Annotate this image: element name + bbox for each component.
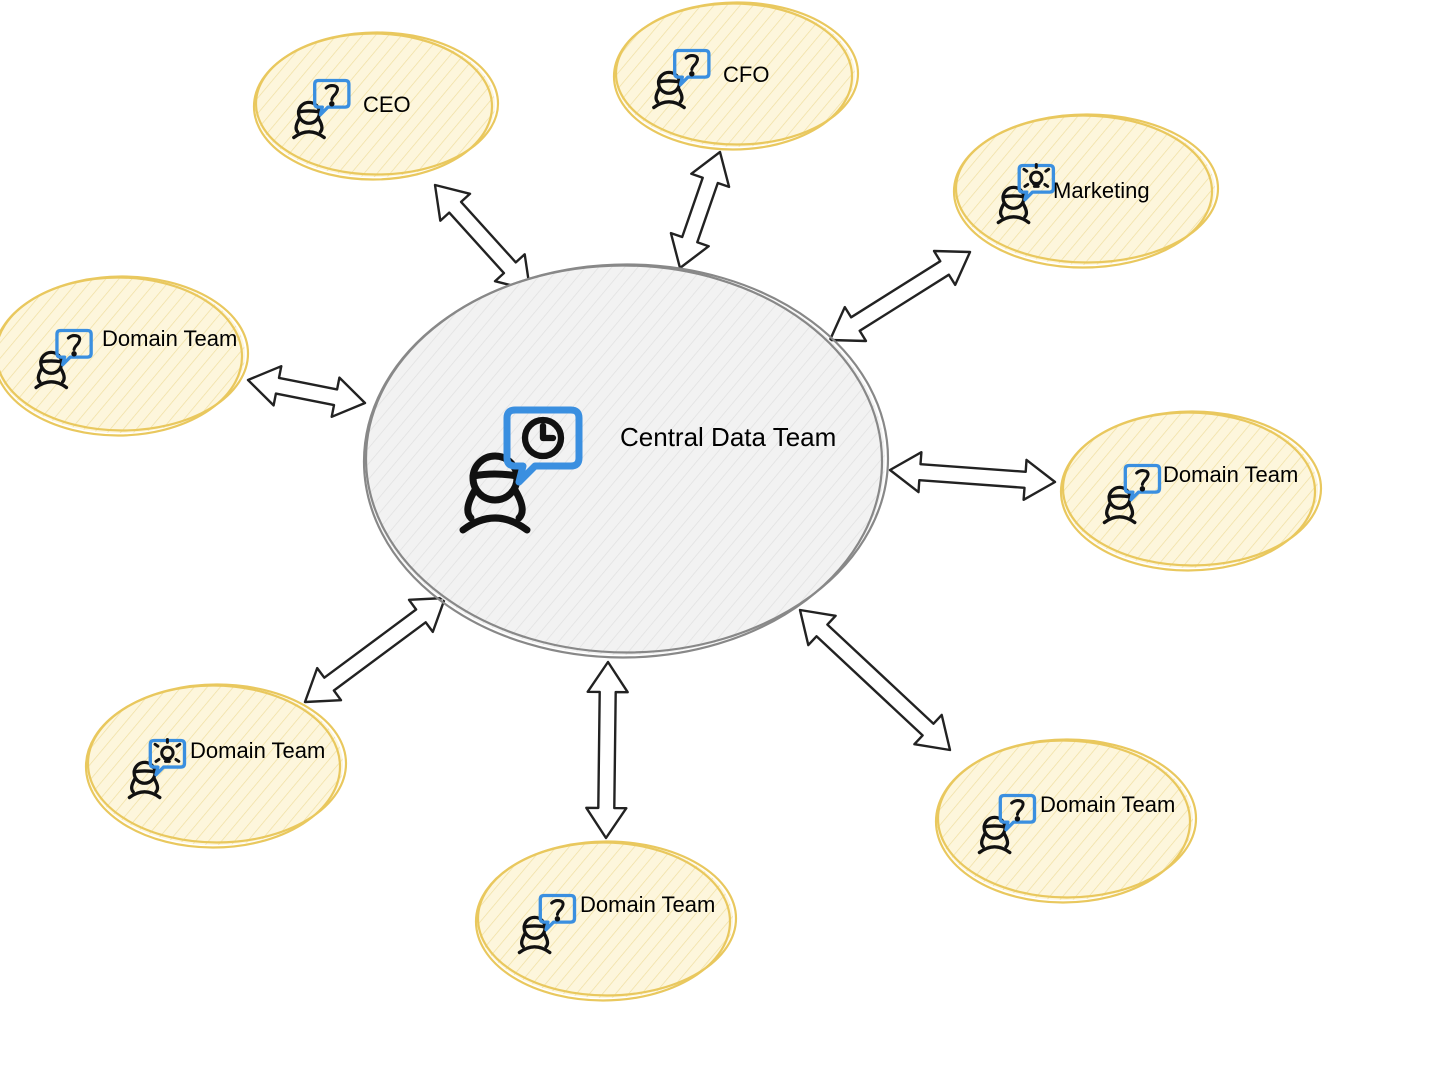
- node-domain-se: [936, 740, 1196, 903]
- node-label-domain-west: Domain Team: [102, 326, 237, 352]
- node-label-domain-east: Domain Team: [1163, 462, 1298, 488]
- arrow-ceo: [435, 185, 530, 290]
- arrows-layer: [248, 152, 1055, 838]
- question-icon: [979, 796, 1034, 853]
- arrow-domain-sw: [305, 598, 445, 702]
- node-domain-west: [0, 277, 248, 436]
- question-icon: [519, 896, 574, 953]
- node-label-domain-se: Domain Team: [1040, 792, 1175, 818]
- lightbulb-icon: [129, 740, 184, 798]
- node-label-ceo: CEO: [363, 92, 411, 118]
- question-icon: [1104, 466, 1159, 523]
- node-central-data-team: [364, 265, 888, 658]
- node-label-central-data-team: Central Data Team: [620, 422, 836, 453]
- node-domain-east: [1061, 412, 1321, 571]
- arrow-domain-west: [248, 366, 365, 417]
- arrow-marketing: [830, 251, 970, 341]
- arrow-cfo: [671, 152, 729, 268]
- lightbulb-icon: [998, 165, 1053, 223]
- node-domain-sw: [86, 685, 346, 848]
- node-domain-south: [476, 842, 736, 1001]
- question-icon: [654, 51, 709, 108]
- diagram-stage: Central Data Team CEO CFO Marketing Domain T…: [0, 0, 1445, 1065]
- question-icon: [294, 81, 349, 138]
- node-label-domain-south: Domain Team: [580, 892, 715, 918]
- question-icon: [36, 331, 91, 388]
- arrow-domain-south: [586, 662, 627, 838]
- node-label-cfo: CFO: [723, 62, 769, 88]
- arrow-domain-east: [890, 452, 1055, 500]
- clock-icon: [463, 410, 579, 530]
- arrow-domain-se: [800, 610, 950, 750]
- node-label-marketing: Marketing: [1053, 178, 1150, 204]
- node-label-domain-sw: Domain Team: [190, 738, 325, 764]
